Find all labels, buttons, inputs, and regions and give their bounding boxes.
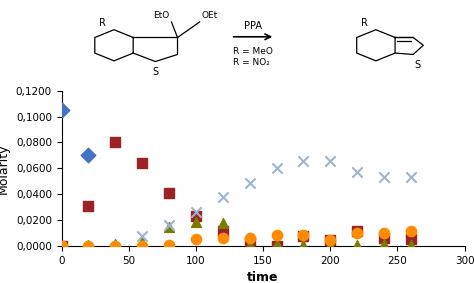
Point bbox=[111, 243, 119, 248]
Point bbox=[300, 158, 307, 163]
Text: EtO: EtO bbox=[153, 11, 169, 20]
Point bbox=[353, 243, 361, 247]
Point bbox=[380, 236, 388, 241]
Point bbox=[273, 241, 280, 246]
Point bbox=[300, 233, 307, 238]
Point bbox=[138, 240, 146, 245]
Point bbox=[85, 243, 92, 247]
Point bbox=[85, 153, 92, 158]
Point bbox=[58, 244, 65, 248]
Point bbox=[138, 233, 146, 238]
Point bbox=[85, 204, 92, 208]
Point bbox=[165, 191, 173, 195]
Point bbox=[165, 243, 173, 247]
Text: R: R bbox=[100, 18, 106, 28]
Point bbox=[246, 240, 254, 245]
Point bbox=[58, 108, 65, 112]
Point bbox=[192, 237, 200, 241]
Text: R = MeO: R = MeO bbox=[233, 47, 273, 56]
Point bbox=[138, 161, 146, 166]
Point bbox=[380, 242, 388, 246]
Point bbox=[327, 237, 334, 242]
Point bbox=[353, 231, 361, 235]
Point bbox=[85, 243, 92, 248]
Point bbox=[273, 232, 280, 237]
Point bbox=[165, 225, 173, 230]
Text: R = NO₂: R = NO₂ bbox=[233, 58, 270, 67]
Point bbox=[407, 243, 415, 247]
Point bbox=[353, 170, 361, 175]
Point bbox=[246, 243, 254, 247]
Point bbox=[407, 228, 415, 233]
Point bbox=[246, 180, 254, 185]
Point bbox=[219, 236, 227, 241]
Text: OEt: OEt bbox=[201, 11, 218, 20]
Point bbox=[219, 221, 227, 225]
Point bbox=[111, 140, 119, 145]
Point bbox=[273, 166, 280, 171]
Point bbox=[138, 243, 146, 248]
Point bbox=[300, 232, 307, 237]
Point bbox=[300, 243, 307, 247]
Point bbox=[380, 175, 388, 180]
X-axis label: time: time bbox=[247, 271, 279, 283]
Point bbox=[192, 210, 200, 214]
Point bbox=[246, 236, 254, 241]
Text: PPA: PPA bbox=[244, 21, 262, 31]
Point bbox=[327, 243, 334, 247]
Point bbox=[219, 195, 227, 199]
Text: R: R bbox=[361, 18, 368, 28]
Point bbox=[219, 229, 227, 233]
Point bbox=[165, 223, 173, 228]
Point bbox=[192, 220, 200, 224]
Point bbox=[273, 244, 280, 248]
Text: S: S bbox=[152, 67, 158, 77]
Point bbox=[407, 237, 415, 241]
Point bbox=[327, 158, 334, 163]
Y-axis label: Molarity: Molarity bbox=[0, 143, 10, 194]
Point bbox=[380, 231, 388, 235]
Point bbox=[353, 229, 361, 233]
Point bbox=[58, 244, 65, 248]
Point bbox=[327, 238, 334, 243]
Point bbox=[58, 244, 65, 248]
Point bbox=[192, 214, 200, 219]
Point bbox=[407, 175, 415, 180]
Point bbox=[111, 241, 119, 246]
Text: S: S bbox=[414, 60, 420, 70]
